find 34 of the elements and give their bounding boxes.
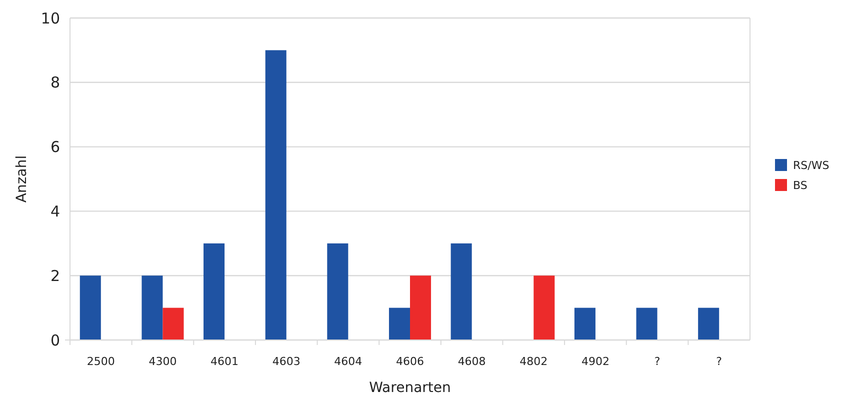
bar bbox=[204, 243, 225, 340]
y-tick-label: 6 bbox=[50, 138, 60, 156]
bar bbox=[162, 308, 184, 340]
y-axis-title: Anzahl bbox=[14, 155, 30, 203]
x-tick-label: 4603 bbox=[272, 355, 300, 368]
y-tick-label: 0 bbox=[50, 331, 60, 350]
bar bbox=[265, 50, 286, 340]
x-tick-label: ? bbox=[654, 355, 660, 368]
x-tick-label: 4601 bbox=[210, 355, 239, 368]
bar bbox=[410, 276, 432, 340]
x-tick-label: 4802 bbox=[520, 355, 548, 368]
y-tick-label: 10 bbox=[40, 9, 60, 28]
x-tick-label: 4300 bbox=[148, 355, 177, 368]
x-tick-label: 4608 bbox=[458, 355, 486, 368]
bar bbox=[388, 308, 410, 340]
y-tick-label: 8 bbox=[50, 74, 60, 92]
legend-label: BS bbox=[793, 178, 808, 192]
bar bbox=[142, 276, 163, 340]
y-tick-label: 2 bbox=[50, 266, 60, 285]
bar bbox=[698, 308, 720, 340]
bar bbox=[574, 308, 596, 340]
x-tick-label: ? bbox=[716, 355, 722, 368]
bar bbox=[534, 276, 555, 340]
bar bbox=[80, 276, 101, 340]
y-tick-label: 4 bbox=[50, 202, 60, 220]
x-axis-title: Warenarten bbox=[369, 380, 451, 396]
bar bbox=[327, 243, 348, 340]
bar bbox=[450, 243, 472, 340]
legend-label: RS/WS bbox=[793, 158, 830, 172]
x-tick-label: 4902 bbox=[581, 355, 610, 368]
x-tick-label: 4606 bbox=[396, 355, 424, 368]
x-tick-label: 2500 bbox=[86, 355, 115, 368]
x-tick-label: 4604 bbox=[334, 355, 362, 368]
bar bbox=[636, 308, 658, 340]
